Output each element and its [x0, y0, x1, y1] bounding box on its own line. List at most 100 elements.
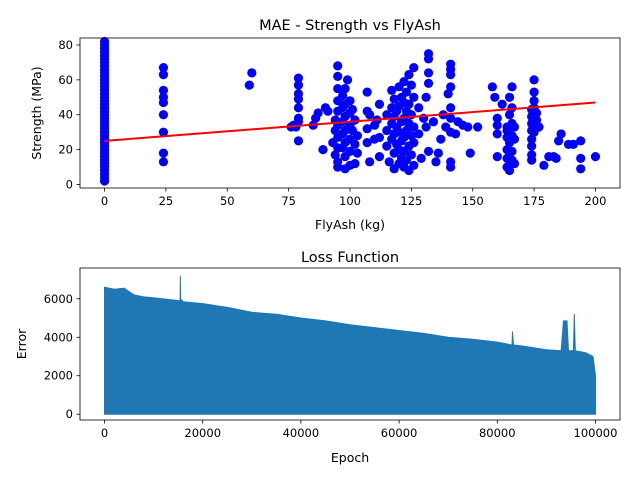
scatter-x-ticks: 0 25 50 75 100 125 150 175 200 — [101, 188, 606, 208]
scatter-point — [492, 113, 502, 123]
scatter-point — [338, 90, 348, 101]
scatter-point — [389, 94, 399, 104]
scatter-point — [333, 71, 343, 81]
scatter-x-tick-label: 200 — [584, 194, 606, 208]
scatter-point — [529, 87, 539, 97]
scatter-point — [431, 157, 441, 167]
loss-x-tick-label: 40000 — [283, 426, 320, 440]
scatter-point — [406, 80, 416, 90]
scatter-point — [428, 117, 439, 127]
scatter-point — [365, 110, 375, 120]
scatter-point — [507, 103, 517, 113]
scatter-point — [492, 120, 502, 130]
loss-y-label: Error — [14, 328, 29, 359]
scatter-y-tick-label: 40 — [58, 108, 73, 122]
scatter-point — [423, 49, 434, 59]
scatter-point — [401, 87, 412, 97]
scatter-point — [409, 138, 419, 148]
scatter-point — [551, 153, 561, 163]
scatter-point — [529, 96, 539, 106]
scatter-point — [333, 157, 343, 167]
scatter-point — [409, 160, 419, 170]
scatter-x-tick-label: 100 — [339, 194, 361, 208]
scatter-x-tick-label: 25 — [159, 194, 174, 208]
scatter-point — [362, 87, 372, 97]
scatter-point — [313, 108, 323, 118]
scatter-point — [414, 129, 424, 139]
scatter-point — [576, 153, 586, 163]
scatter-point — [244, 80, 254, 90]
scatter-point — [323, 106, 333, 116]
scatter-point — [158, 70, 169, 80]
scatter-x-tick-label: 150 — [462, 194, 484, 208]
scatter-point — [374, 132, 385, 143]
scatter-point — [352, 131, 362, 141]
scatter-point — [382, 125, 392, 136]
scatter-point — [158, 127, 169, 137]
scatter-point — [446, 113, 456, 123]
scatter-point — [463, 122, 473, 132]
loss-x-ticks: 0 20000 40000 60000 80000 100000 — [101, 420, 618, 440]
scatter-point — [446, 157, 456, 167]
scatter-y-tick-label: 20 — [58, 143, 73, 157]
scatter-point — [504, 92, 515, 102]
scatter-point — [158, 148, 169, 158]
loss-x-tick-label: 0 — [101, 426, 108, 440]
loss-y-ticks: 0 2000 4000 6000 — [44, 292, 80, 421]
scatter-point — [507, 146, 517, 156]
fit-line — [104, 101, 596, 142]
scatter-point — [293, 136, 304, 146]
scatter-point — [365, 157, 375, 167]
scatter-point — [347, 104, 358, 115]
scatter-point — [539, 160, 549, 170]
scatter-point — [504, 110, 515, 120]
scatter-y-ticks: 0 20 40 60 80 — [58, 38, 80, 192]
scatter-point — [576, 164, 586, 174]
scatter-point — [293, 73, 304, 83]
scatter-point — [534, 122, 544, 132]
loss-chart: Loss Function 0 20000 40000 60000 80000 10000… — [14, 250, 621, 465]
scatter-title: MAE - Strength vs FlyAsh — [259, 18, 441, 34]
scatter-point — [330, 150, 340, 160]
scatter-point — [158, 157, 169, 167]
loss-y-tick-label: 4000 — [44, 330, 73, 344]
scatter-point — [409, 92, 419, 102]
loss-x-tick-label: 100000 — [574, 426, 618, 440]
scatter-point — [340, 83, 350, 94]
scatter-point — [473, 122, 483, 132]
loss-y-tick-label: 2000 — [44, 369, 73, 383]
scatter-point — [404, 70, 414, 80]
fit-line-group — [104, 101, 596, 142]
scatter-point — [406, 131, 416, 141]
scatter-chart: MAE - Strength vs FlyAsh 0 25 50 75 100 125 15… — [29, 18, 621, 232]
scatter-point — [158, 85, 169, 95]
loss-y-tick-label: 6000 — [44, 292, 73, 306]
scatter-point — [350, 139, 360, 149]
loss-y-tick-label: 0 — [66, 407, 73, 421]
loss-series — [104, 275, 596, 415]
scatter-point — [527, 134, 537, 144]
scatter-point — [333, 61, 343, 71]
scatter-point — [384, 157, 394, 167]
scatter-y-label: Strength (MPa) — [29, 66, 44, 159]
scatter-point — [443, 89, 453, 99]
scatter-point — [247, 68, 257, 78]
scatter-point — [446, 82, 456, 92]
scatter-x-label: FlyAsh (kg) — [315, 217, 385, 232]
loss-title: Loss Function — [301, 250, 399, 266]
scatter-point — [333, 83, 343, 94]
scatter-y-tick-label: 80 — [58, 38, 73, 52]
scatter-point — [531, 115, 542, 125]
scatter-point — [406, 150, 416, 160]
scatter-point — [487, 82, 497, 92]
scatter-point — [531, 108, 542, 118]
scatter-point — [399, 77, 409, 87]
scatter-point — [423, 78, 434, 88]
scatter-x-tick-label: 50 — [220, 194, 235, 208]
scatter-point — [374, 99, 385, 109]
scatter-point — [492, 129, 502, 139]
loss-axes-frame — [79, 267, 621, 421]
scatter-point — [158, 63, 169, 73]
scatter-point — [387, 85, 397, 95]
